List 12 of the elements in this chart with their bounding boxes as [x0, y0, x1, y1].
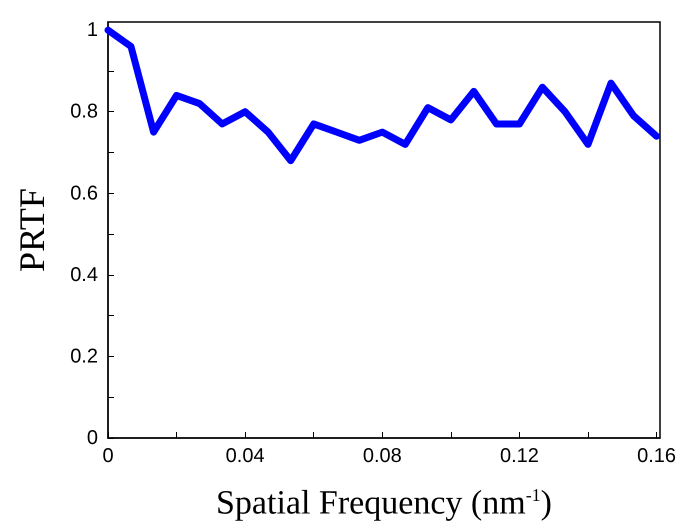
x-tick-label: 0.08: [362, 445, 402, 467]
y-tick-label: 0.2: [70, 345, 98, 368]
y-tick-label: 0.8: [70, 100, 98, 123]
x-tick-label: 0.16: [637, 445, 676, 467]
x-tick-label: 0.12: [500, 445, 539, 467]
y-tick-label: 0: [86, 427, 98, 449]
y-tick-label: 1: [86, 19, 98, 42]
y-tick-label: 0.6: [70, 182, 98, 204]
y-axis-title: PRTF: [12, 188, 52, 272]
x-tick-label: 0: [102, 445, 114, 467]
x-tick-label: 0.04: [226, 445, 265, 467]
y-tick-label: 0.4: [70, 264, 98, 286]
